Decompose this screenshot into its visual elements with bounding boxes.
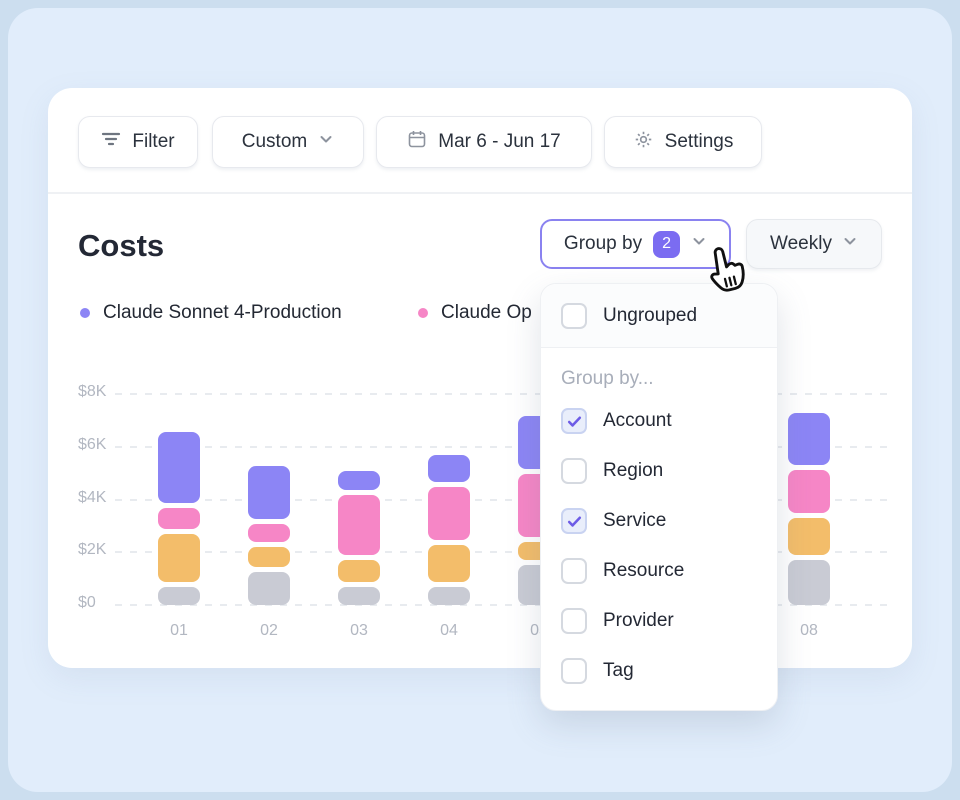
x-axis-tick-label: 02 <box>260 622 278 639</box>
legend-dot-pink <box>418 308 428 318</box>
bar-01-segment-orange[interactable] <box>158 534 200 582</box>
date-range-button[interactable]: Mar 6 - Jun 17 <box>376 116 592 168</box>
bar-02-segment-gray[interactable] <box>248 572 290 605</box>
bar-03-segment-purple[interactable] <box>338 471 380 490</box>
bar-08-segment-purple[interactable] <box>788 413 830 465</box>
bar-04-segment-orange[interactable] <box>428 544 470 582</box>
bar-01-segment-purple[interactable] <box>158 431 200 503</box>
x-axis-tick-label: 08 <box>800 622 818 639</box>
dropdown-item-region[interactable]: Region <box>541 446 777 496</box>
y-axis-tick-label: $4K <box>78 488 107 506</box>
page-title: Costs <box>78 228 165 263</box>
dropdown-items: Account Region Service Resource Provider Tag <box>541 396 777 696</box>
bar-01-segment-pink[interactable] <box>158 507 200 530</box>
group-by-button[interactable]: Group by 2 <box>540 219 731 269</box>
legend-item-opus[interactable]: Claude Op <box>418 302 532 324</box>
bar-04-segment-gray[interactable] <box>428 586 470 605</box>
group-by-label: Group by <box>563 233 643 254</box>
legend-item-sonnet[interactable]: Claude Sonnet 4-Production <box>80 302 342 324</box>
interval-dropdown-button[interactable]: Weekly <box>746 219 882 269</box>
bar-03-segment-pink[interactable] <box>338 494 380 556</box>
bar-08-segment-gray[interactable] <box>788 560 830 605</box>
dropdown-item-ungrouped[interactable]: Ungrouped <box>541 284 777 348</box>
checkbox-resource[interactable] <box>561 558 587 584</box>
dropdown-item-label: Account <box>603 410 672 431</box>
bar-02-segment-purple[interactable] <box>248 466 290 519</box>
legend-dot-purple <box>80 308 90 318</box>
y-axis-tick-label: $8K <box>78 383 107 400</box>
dropdown-item-label: Ungrouped <box>603 304 698 326</box>
dropdown-item-label: Region <box>603 460 664 481</box>
checkbox-account[interactable] <box>561 408 587 434</box>
gridline <box>115 498 895 501</box>
filter-label: Filter <box>132 131 175 152</box>
dropdown-item-resource[interactable]: Resource <box>541 546 777 596</box>
group-by-dropdown-menu: Ungrouped Group by... Account Region Servi… <box>540 283 778 711</box>
calendar-icon <box>407 129 427 155</box>
legend-label: Claude Op <box>441 302 532 323</box>
gear-icon <box>633 129 654 156</box>
interval-label: Weekly <box>770 233 832 254</box>
bar-02-segment-pink[interactable] <box>248 523 290 543</box>
chevron-down-icon <box>691 233 707 255</box>
checkbox-ungrouped[interactable] <box>561 302 587 329</box>
bar-04-segment-pink[interactable] <box>428 486 470 540</box>
x-axis-tick-label: 04 <box>440 622 458 639</box>
y-axis-tick-label: $2K <box>78 541 107 559</box>
bar-02-segment-orange[interactable] <box>248 547 290 568</box>
y-axis-tick-label: $0 <box>78 594 96 611</box>
gridline <box>115 551 895 554</box>
bar-08-segment-pink[interactable] <box>788 469 830 514</box>
dropdown-item-account[interactable]: Account <box>541 396 777 446</box>
checkbox-region[interactable] <box>561 458 587 484</box>
checkbox-tag[interactable] <box>561 658 587 684</box>
dropdown-item-tag[interactable]: Tag <box>541 646 777 696</box>
toolbar-divider <box>48 192 912 194</box>
dropdown-item-service[interactable]: Service <box>541 496 777 546</box>
bar-03-segment-gray[interactable] <box>338 586 380 605</box>
gridline <box>115 445 895 448</box>
custom-label: Custom <box>241 131 308 152</box>
chevron-down-icon <box>842 233 858 255</box>
gridline <box>115 604 895 606</box>
dropdown-item-label: Resource <box>603 560 685 581</box>
checkbox-service[interactable] <box>561 508 587 534</box>
checkbox-provider[interactable] <box>561 608 587 634</box>
bar-01-segment-gray[interactable] <box>158 586 200 605</box>
legend-label: Claude Sonnet 4-Production <box>103 302 342 323</box>
chevron-down-icon <box>318 131 334 153</box>
bar-08-segment-orange[interactable] <box>788 518 830 556</box>
dropdown-item-label: Service <box>603 510 667 531</box>
date-range-label: Mar 6 - Jun 17 <box>438 131 561 152</box>
y-axis-tick-label: $6K <box>78 435 107 453</box>
gridline <box>115 393 895 395</box>
dropdown-item-provider[interactable]: Provider <box>541 596 777 646</box>
custom-dropdown-button[interactable]: Custom <box>212 116 364 168</box>
filter-button[interactable]: Filter <box>78 116 198 168</box>
bar-04-segment-purple[interactable] <box>428 455 470 482</box>
filter-icon <box>101 130 121 154</box>
x-axis-tick-label: 01 <box>170 622 188 639</box>
group-by-count-badge: 2 <box>653 230 681 258</box>
settings-button[interactable]: Settings <box>604 116 762 168</box>
dropdown-section-label: Group by... <box>561 368 654 389</box>
settings-label: Settings <box>664 131 734 152</box>
bar-03-segment-orange[interactable] <box>338 560 380 582</box>
dropdown-item-label: Provider <box>603 610 674 631</box>
x-axis-tick-label: 03 <box>350 622 368 639</box>
dropdown-item-label: Tag <box>603 660 634 681</box>
